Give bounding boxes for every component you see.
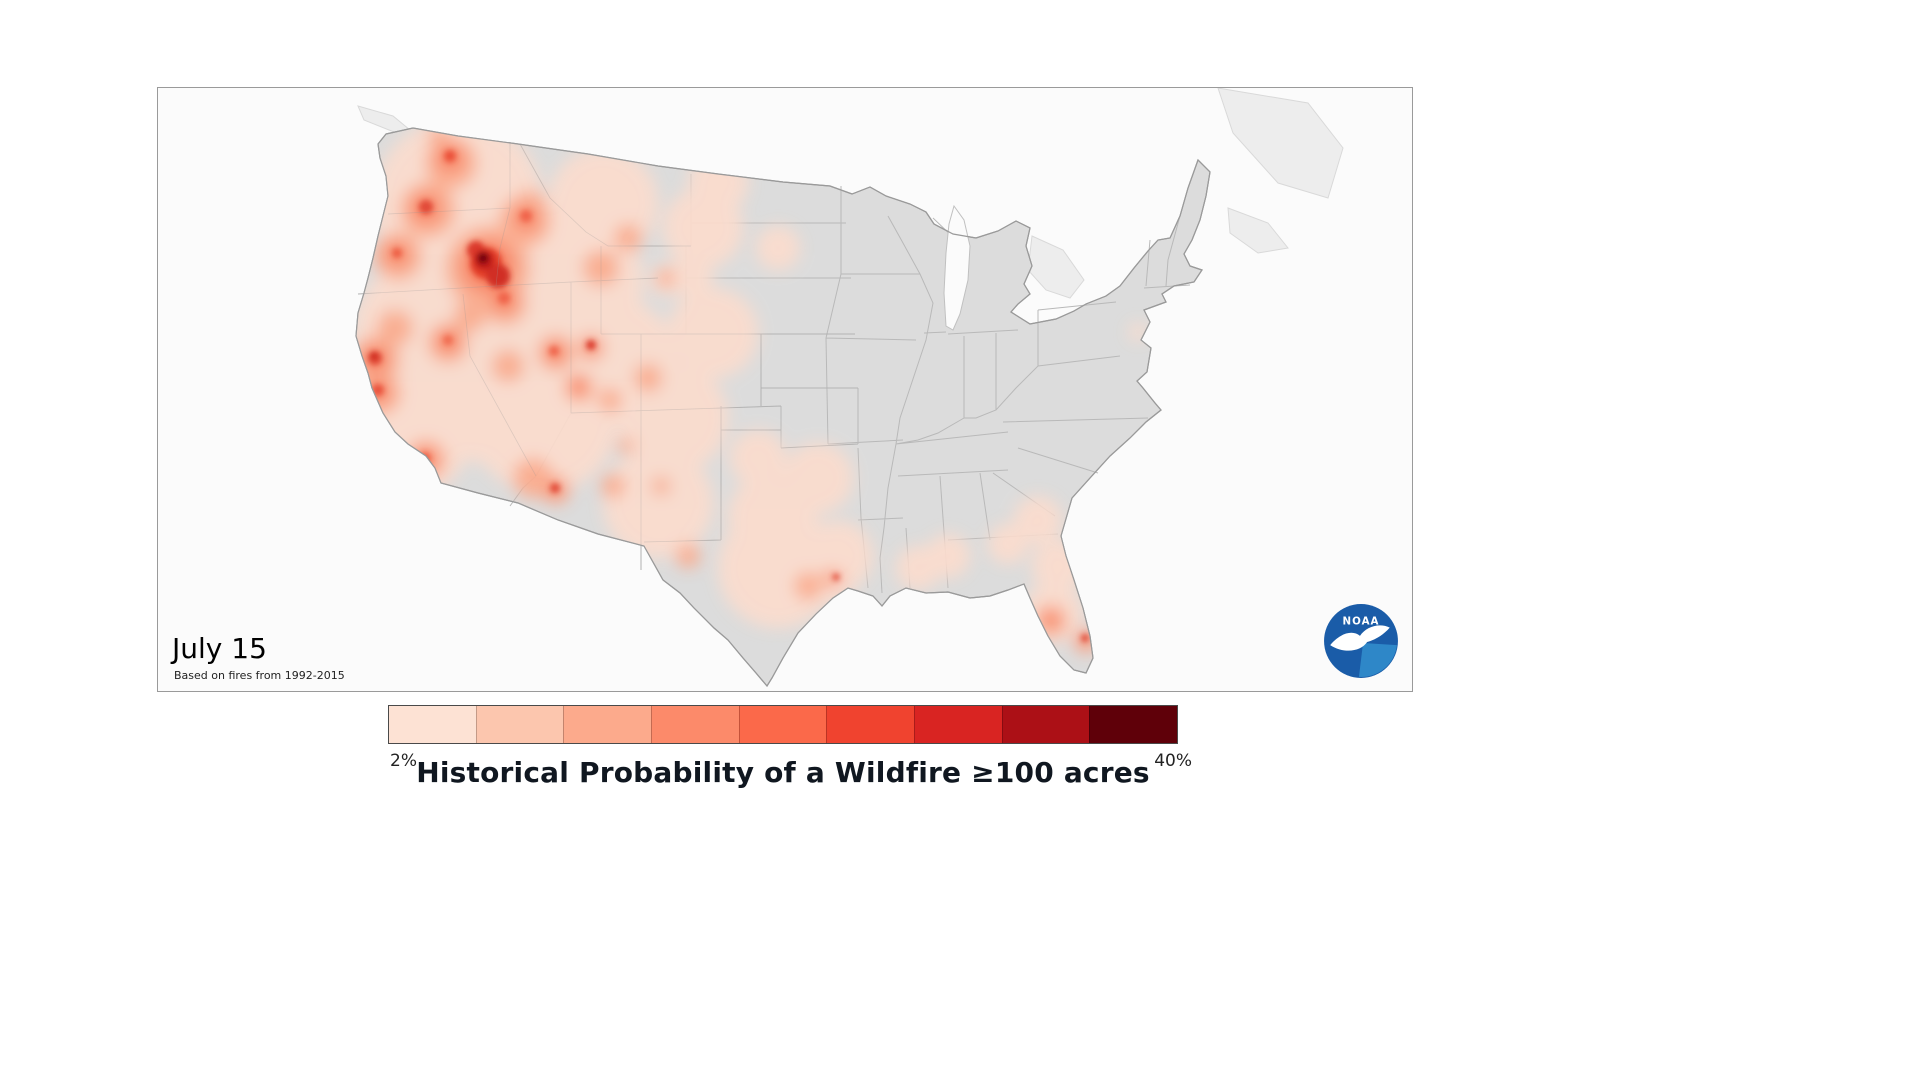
lake-michigan: [943, 204, 971, 331]
date-label: July 15: [172, 632, 267, 665]
heat-layer: [356, 128, 1147, 653]
us-wildfire-probability-map: [158, 88, 1412, 691]
map-panel: July 15 Based on fires from 1992-2015 NO…: [157, 87, 1413, 692]
canada-landmass: [357, 88, 1344, 299]
legend-title: Historical Probability of a Wildfire ≥10…: [416, 756, 1150, 789]
colorbar-segment: [1089, 706, 1178, 743]
colorbar-segment: [475, 706, 564, 743]
colorbar-segment: [651, 706, 739, 743]
noaa-logo: NOAA: [1324, 604, 1398, 678]
noaa-bird-icon: [1330, 625, 1390, 651]
noaa-accent: [1358, 643, 1397, 677]
source-note: Based on fires from 1992-2015: [174, 669, 345, 682]
legend: 2% 40% Historical Probability of a Wildf…: [388, 705, 1192, 789]
colorbar-segment: [389, 706, 476, 743]
colorbar: [388, 705, 1178, 744]
colorbar-segment: [738, 706, 827, 743]
legend-min-label: 2%: [390, 751, 417, 771]
legend-max-label: 40%: [1154, 751, 1192, 771]
state-borders-overlay: [357, 142, 859, 570]
colorbar-segment: [914, 706, 1002, 743]
noaa-logo-text: NOAA: [1343, 616, 1380, 628]
colorbar-segment: [563, 706, 652, 743]
colorbar-segment: [1001, 706, 1090, 743]
colorbar-segment: [826, 706, 915, 743]
